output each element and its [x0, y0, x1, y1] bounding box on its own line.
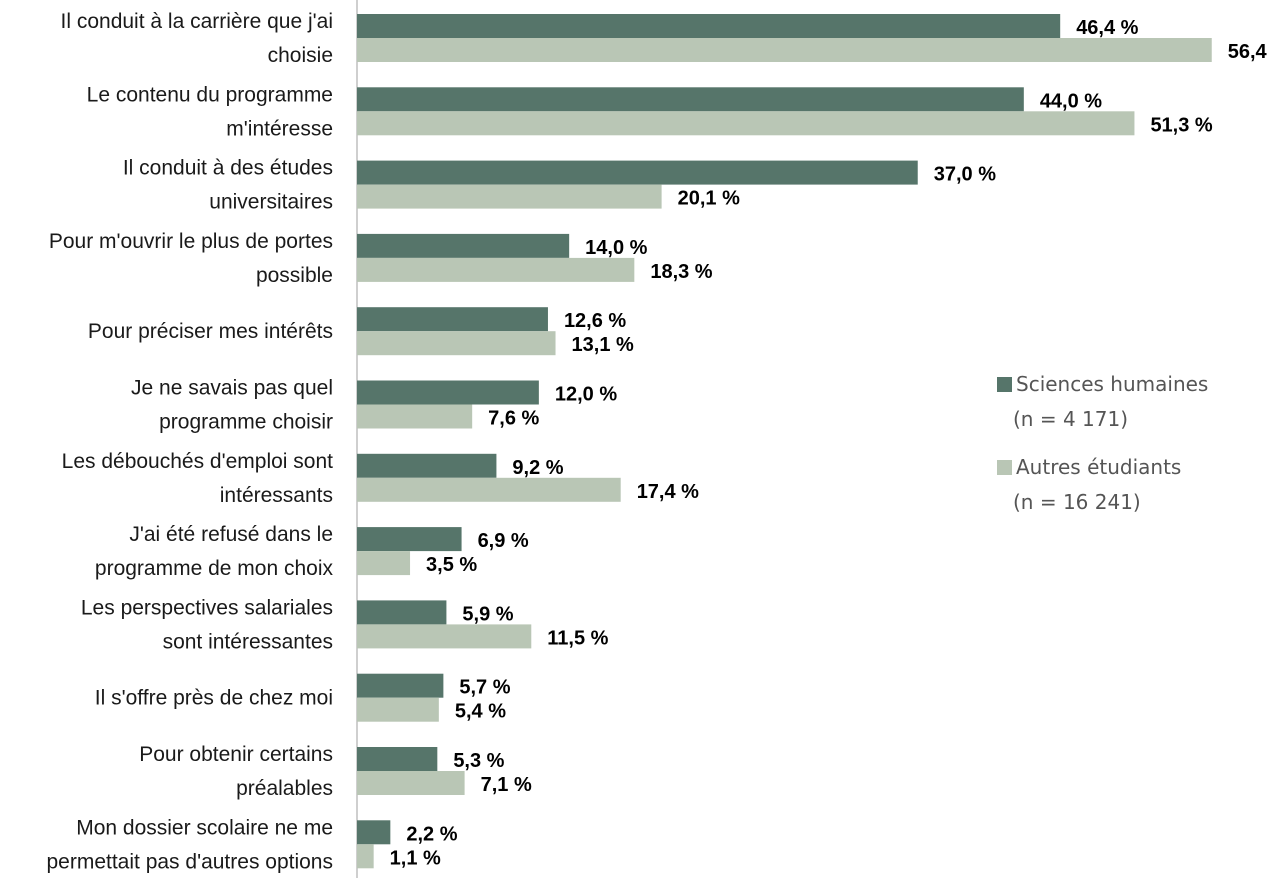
data-label: 12,0 % [555, 384, 617, 406]
category-label: J'ai été refusé dans le programme de mon … [95, 523, 334, 580]
category-label: Pour préciser mes intérêts [88, 320, 333, 343]
category-label: Il conduit à la carrière que j'ai choisie [61, 10, 334, 67]
category-label-line: Pour obtenir certains [139, 743, 333, 766]
data-label: 1,1 % [390, 847, 441, 869]
category-label-line: choisie [268, 44, 333, 67]
category-label: Les débouchés d'emploi sont intéressants [62, 450, 334, 507]
category-label-line: permettait pas d'autres options [46, 850, 333, 873]
bar-autres-etudiants [357, 111, 1135, 136]
category-label-line: programme choisir [159, 411, 333, 434]
data-label: 9,2 % [512, 457, 563, 479]
data-label: 5,4 % [455, 701, 506, 723]
category-label: Le contenu du programme m'intéresse [87, 83, 333, 140]
bar-autres-etudiants [357, 331, 556, 356]
bar-autres-etudiants [357, 551, 411, 576]
bar-autres-etudiants [357, 771, 465, 795]
data-label: 7,1 % [481, 774, 532, 796]
category-label: Mon dossier scolaire ne me permettait pas… [46, 816, 333, 873]
legend-label: Autres étudiants [1016, 455, 1181, 479]
bar-autres-etudiants [357, 844, 374, 869]
bar-sciences-humaines [357, 380, 539, 405]
legend-label: Sciences humaines [1016, 372, 1208, 396]
category-label: Pour m'ouvrir le plus de portes possible [49, 230, 333, 287]
data-label: 7,6 % [488, 408, 539, 430]
data-label: 6,9 % [478, 530, 529, 552]
bar-sciences-humaines [357, 600, 447, 625]
data-label: 46,4 % [1076, 17, 1138, 39]
bar-sciences-humaines [357, 527, 462, 552]
bar-sciences-humaines [357, 747, 438, 771]
bar-sciences-humaines [357, 87, 1024, 112]
legend-note: (n = 16 241) [1013, 490, 1141, 514]
data-label: 11,5 % [547, 627, 608, 649]
data-label: 12,6 % [564, 310, 626, 332]
data-label: 3,5 % [426, 554, 477, 576]
bar-sciences-humaines [357, 820, 391, 845]
legend-swatch [997, 460, 1012, 475]
legend-swatch [997, 377, 1012, 392]
bar-sciences-humaines [357, 160, 918, 185]
data-label: 56,4 % [1228, 41, 1271, 63]
data-label: 5,7 % [459, 677, 510, 699]
bar-sciences-humaines [357, 233, 570, 258]
category-label-line: Les perspectives salariales [81, 596, 333, 619]
data-label: 17,4 % [637, 481, 699, 503]
data-label: 20,1 % [678, 188, 740, 210]
category-label-line: Les débouchés d'emploi sont [62, 450, 334, 473]
bar-autres-etudiants [357, 624, 532, 649]
category-label-line: J'ai été refusé dans le [129, 523, 333, 546]
data-label: 51,3 % [1150, 114, 1212, 136]
category-label: Il s'offre près de chez moi [95, 687, 333, 710]
category-label-line: préalables [236, 777, 333, 800]
bar-autres-etudiants [357, 184, 662, 209]
category-label-line: intéressants [220, 484, 333, 507]
data-label: 2,2 % [406, 823, 457, 845]
category-label-line: possible [256, 264, 333, 287]
data-label: 18,3 % [650, 261, 712, 283]
legend-note: (n = 4 171) [1013, 407, 1128, 431]
data-label: 14,0 % [585, 237, 647, 259]
bar-autres-etudiants [357, 257, 635, 282]
bar-autres-etudiants [357, 697, 439, 722]
bar-sciences-humaines [357, 14, 1061, 38]
data-label: 5,3 % [453, 750, 504, 772]
bar-sciences-humaines [357, 673, 444, 698]
category-label: Je ne savais pas quel programme choisir [131, 377, 333, 434]
data-label: 44,0 % [1040, 90, 1102, 112]
bar-autres-etudiants [357, 404, 473, 429]
category-label-line: Mon dossier scolaire ne me [76, 816, 333, 839]
bar-autres-etudiants [357, 38, 1212, 62]
category-label-line: Je ne savais pas quel [131, 377, 333, 400]
category-label-line: Il conduit à la carrière que j'ai [61, 10, 334, 33]
category-label-line: universitaires [209, 191, 333, 214]
bar-sciences-humaines [357, 307, 548, 332]
category-label-line: programme de mon choix [95, 557, 334, 580]
category-label: Les perspectives salariales sont intéress… [81, 596, 333, 653]
data-label: 13,1 % [572, 334, 634, 356]
category-label-line: sont intéressantes [163, 630, 333, 653]
category-label-line: Pour préciser mes intérêts [88, 320, 333, 343]
category-label: Pour obtenir certains préalables [139, 743, 333, 800]
category-label: Il conduit à des études universitaires [123, 157, 333, 214]
bar-autres-etudiants [357, 477, 621, 502]
category-label-line: Il s'offre près de chez moi [95, 687, 333, 710]
category-label-line: m'intéresse [226, 117, 333, 140]
data-label: 37,0 % [934, 164, 996, 186]
category-label-line: Pour m'ouvrir le plus de portes [49, 230, 333, 253]
bar-sciences-humaines [357, 453, 497, 478]
data-label: 5,9 % [462, 603, 513, 625]
category-label-line: Il conduit à des études [123, 157, 333, 180]
category-label-line: Le contenu du programme [87, 83, 333, 106]
